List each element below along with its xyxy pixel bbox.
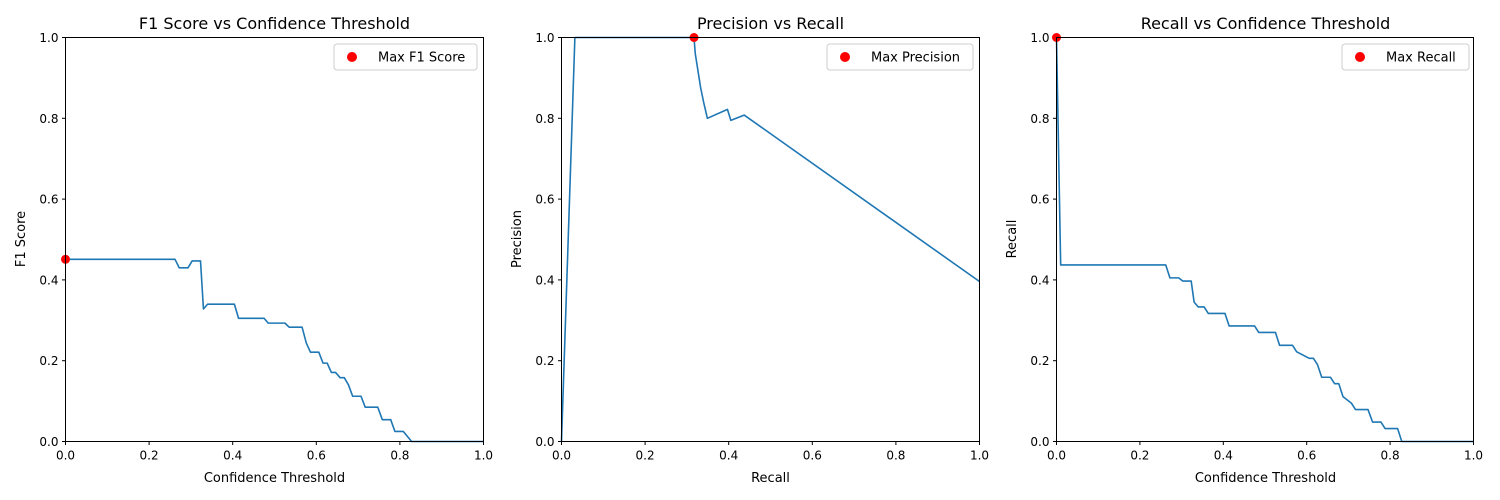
- x-tick-label: 0.0: [1047, 449, 1066, 463]
- legend-frame: [333, 43, 478, 71]
- y-tick-label: 0.4: [535, 273, 554, 287]
- x-tick-label: 0.2: [636, 449, 655, 463]
- legend: Max Precision: [826, 43, 974, 71]
- y-tick-label: 0.6: [535, 193, 554, 207]
- y-tick-label: 0.4: [39, 273, 58, 287]
- y-tick-label: 0.0: [535, 435, 554, 449]
- plot-area: [560, 33, 980, 442]
- plot-area: [1052, 33, 1474, 443]
- plot-area: [61, 254, 484, 443]
- y-axis-label: Precision: [510, 210, 525, 268]
- chart-title: Recall vs Confidence Threshold: [1141, 14, 1391, 33]
- x-axis-label: Confidence Threshold: [204, 471, 345, 486]
- x-tick-label: 0.6: [803, 449, 822, 463]
- y-tick-label: 0.8: [1030, 112, 1049, 126]
- x-tick-label: 0.6: [307, 449, 326, 463]
- x-tick-label: 0.8: [390, 449, 409, 463]
- y-tick-label: 0.8: [535, 112, 554, 126]
- x-tick-label: 0.6: [1297, 449, 1316, 463]
- series-line: [65, 258, 484, 443]
- x-tick-label: 0.0: [56, 449, 75, 463]
- y-tick-label: 0.6: [1030, 193, 1049, 207]
- axes-frame: [561, 37, 980, 442]
- chart-title: Precision vs Recall: [697, 14, 844, 33]
- legend: Max F1 Score: [333, 43, 478, 71]
- y-tick-label: 0.2: [535, 354, 554, 368]
- axes-frame: [65, 37, 484, 442]
- chart-recall-vs-threshold: Recall vs Confidence Threshold Confidenc…: [1005, 14, 1483, 486]
- x-axis-label: Recall: [751, 471, 790, 486]
- x-tick-label: 1.0: [474, 449, 493, 463]
- chart-f1-vs-threshold: F1 Score vs Confidence Threshold Confide…: [14, 14, 493, 486]
- axes-frame: [1056, 37, 1474, 442]
- legend-marker: [347, 52, 357, 62]
- chart-title: F1 Score vs Confidence Threshold: [139, 14, 410, 33]
- x-tick-label: 1.0: [1464, 449, 1483, 463]
- legend-entry: Max F1 Score: [378, 51, 465, 66]
- tick-group: 0.0 0.2 0.4 0.6 0.8 1.0 0.0 0.2 0.4 0.6 0.8 1.0: [1030, 31, 1483, 463]
- x-tick-label: 0.4: [223, 449, 242, 463]
- legend-marker: [840, 52, 850, 62]
- y-tick-label: 0.0: [39, 435, 58, 449]
- legend: Max Recall: [1341, 43, 1470, 71]
- x-tick-label: 0.0: [552, 449, 571, 463]
- legend-entry: Max Precision: [871, 51, 960, 66]
- legend-frame: [826, 43, 974, 71]
- x-tick-label: 0.4: [719, 449, 738, 463]
- y-tick-label: 0.4: [1030, 273, 1049, 287]
- y-tick-label: 0.8: [39, 112, 58, 126]
- x-axis-label: Confidence Threshold: [1195, 471, 1336, 486]
- y-axis-label: Recall: [1005, 220, 1020, 259]
- legend-frame: [1341, 43, 1470, 71]
- chart-precision-vs-recall: Precision vs Recall Recall Precision 0.0…: [510, 14, 989, 486]
- x-tick-label: 0.4: [1214, 449, 1233, 463]
- y-tick-label: 0.6: [39, 193, 58, 207]
- x-tick-label: 0.8: [1381, 449, 1400, 463]
- x-tick-label: 1.0: [970, 449, 989, 463]
- x-tick-label: 0.8: [886, 449, 905, 463]
- tick-group: 0.0 0.2 0.4 0.6 0.8 1.0 0.0 0.2 0.4 0.6 0.8 1.0: [39, 31, 493, 463]
- x-tick-label: 0.2: [1130, 449, 1149, 463]
- y-axis-label: F1 Score: [14, 211, 29, 267]
- y-tick-label: 0.2: [1030, 354, 1049, 368]
- y-tick-label: 1.0: [535, 31, 554, 45]
- series-line: [560, 36, 980, 442]
- y-tick-label: 1.0: [39, 31, 58, 45]
- legend-marker: [1355, 52, 1365, 62]
- legend-entry: Max Recall: [1386, 51, 1456, 66]
- y-tick-label: 0.2: [39, 354, 58, 368]
- tick-group: 0.0 0.2 0.4 0.6 0.8 1.0 0.0 0.2 0.4 0.6 0.8 1.0: [535, 31, 989, 463]
- y-tick-label: 1.0: [1030, 31, 1049, 45]
- y-tick-label: 0.0: [1030, 435, 1049, 449]
- x-tick-label: 0.2: [140, 449, 159, 463]
- series-line: [1055, 37, 1474, 443]
